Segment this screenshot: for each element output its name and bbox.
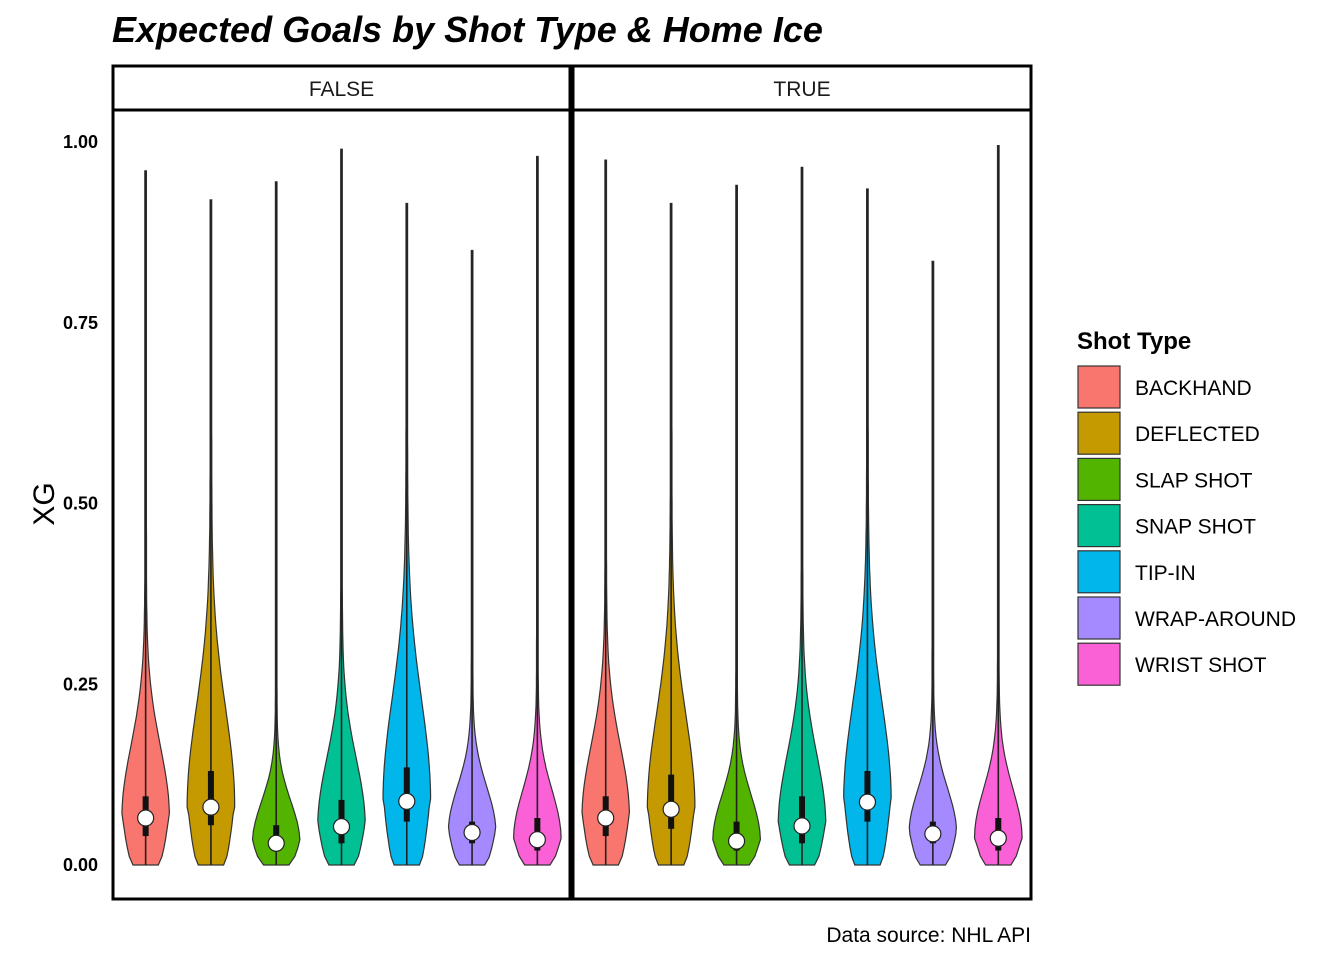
- violin-wrist-shot: [512, 155, 562, 866]
- y-axis: 0.00 0.25 0.50 0.75 1.00: [63, 132, 98, 875]
- facet-strip-label: FALSE: [309, 78, 374, 101]
- legend-swatch: [1077, 411, 1121, 455]
- legend-swatch: [1077, 457, 1121, 501]
- violin-tip-in: [382, 202, 432, 866]
- legend-label: WRAP-AROUND: [1135, 608, 1296, 631]
- facet-panels: FALSE TRUE: [111, 64, 1033, 901]
- violin-snap-shot: [317, 148, 366, 866]
- legend-item: SNAP SHOT: [1077, 504, 1256, 548]
- facet-strip-label: TRUE: [773, 78, 830, 101]
- caption: Data source: NHL API: [826, 924, 1031, 947]
- violin-slap-shot: [712, 184, 762, 866]
- median-point: [398, 792, 416, 810]
- legend-label: SNAP SHOT: [1135, 516, 1256, 539]
- legend-title: Shot Type: [1077, 328, 1191, 355]
- median-point: [858, 793, 877, 811]
- legend-item: BACKHAND: [1077, 365, 1252, 409]
- y-tick-label: 0.25: [63, 674, 98, 694]
- y-tick-label: 1.00: [63, 132, 98, 152]
- violin-wrap-around: [908, 260, 958, 866]
- median-point: [727, 832, 746, 850]
- legend-item: WRIST SHOT: [1077, 642, 1267, 686]
- y-tick-label: 0.00: [63, 855, 98, 875]
- chart-title: Expected Goals by Shot Type & Home Ice: [112, 9, 823, 50]
- legend-label: WRIST SHOT: [1135, 654, 1267, 677]
- median-point: [989, 829, 1007, 847]
- violin-snap-shot: [777, 166, 827, 866]
- violin-wrist-shot: [973, 145, 1023, 866]
- median-point: [924, 825, 942, 843]
- facet-panel: FALSE: [111, 64, 572, 901]
- legend-swatch: [1077, 550, 1121, 594]
- violin-slap-shot: [251, 181, 301, 866]
- legend-label: BACKHAND: [1135, 377, 1252, 400]
- legend-item: WRAP-AROUND: [1077, 596, 1296, 640]
- violin-backhand: [581, 159, 631, 866]
- legend-label: DEFLECTED: [1135, 423, 1260, 446]
- legend: Shot Type BACKHAND DEFLECTED SLAP SHOT SNAP…: [1077, 328, 1296, 686]
- legend-swatch: [1077, 365, 1121, 409]
- median-point: [793, 817, 811, 835]
- panel-border: [111, 108, 572, 901]
- median-point: [463, 823, 481, 842]
- median-point: [137, 809, 155, 827]
- median-point: [202, 798, 220, 816]
- y-tick-label: 0.50: [63, 494, 98, 514]
- violin-deflected: [186, 199, 236, 866]
- legend-item: SLAP SHOT: [1077, 457, 1253, 501]
- legend-item: DEFLECTED: [1077, 411, 1260, 455]
- facet-strip: [111, 64, 572, 112]
- legend-label: TIP-IN: [1135, 562, 1196, 585]
- violin-tip-in: [843, 188, 892, 866]
- violin-iqr: [207, 771, 214, 826]
- legend-label: SLAP SHOT: [1135, 469, 1253, 492]
- median-point: [528, 831, 546, 849]
- y-tick-label: 0.75: [63, 313, 98, 333]
- legend-swatch: [1077, 504, 1121, 548]
- legend-swatch: [1077, 596, 1121, 640]
- median-point: [662, 800, 680, 818]
- violin-wrap-around: [447, 249, 497, 866]
- median-point: [332, 818, 351, 836]
- median-point: [597, 809, 615, 827]
- legend-item: TIP-IN: [1077, 550, 1196, 594]
- facet-panel: TRUE: [571, 64, 1033, 901]
- legend-swatch: [1077, 642, 1121, 686]
- violin-deflected: [646, 202, 696, 866]
- legend-items: BACKHAND DEFLECTED SLAP SHOT SNAP SHOT TIP-I…: [1077, 365, 1296, 686]
- y-axis-label: XG: [28, 482, 61, 525]
- median-point: [267, 834, 285, 852]
- panel-border: [571, 108, 1033, 901]
- violin-backhand: [121, 170, 171, 866]
